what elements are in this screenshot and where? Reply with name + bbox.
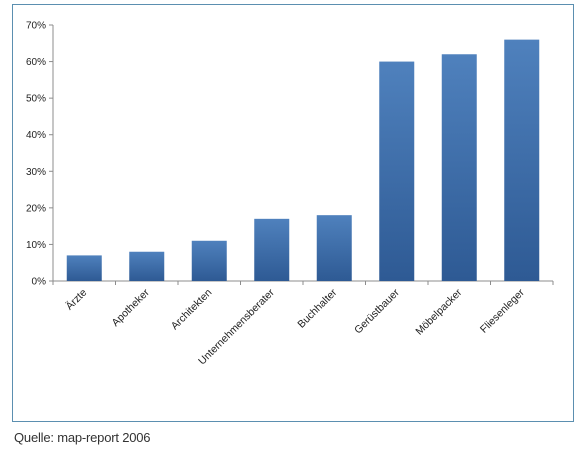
x-tick-label: Gerüstbauer	[352, 286, 402, 336]
y-tick-label: 50%	[26, 94, 46, 105]
x-tick-label: Architekten	[169, 287, 215, 333]
x-tick-label: Fliesenleger	[478, 286, 527, 335]
bar	[441, 54, 477, 281]
axes	[49, 24, 554, 285]
y-tick-label: 40%	[26, 130, 46, 141]
y-tick-label: 70%	[26, 21, 46, 32]
x-tick-label: Apotheker	[110, 286, 153, 329]
bar	[504, 39, 540, 281]
y-tick-label: 60%	[26, 57, 46, 68]
bar	[379, 61, 415, 282]
bar	[254, 218, 290, 281]
bars	[66, 39, 540, 282]
y-tick-label: 20%	[26, 203, 46, 214]
bar	[316, 215, 352, 281]
y-tick-label: 0%	[32, 277, 47, 288]
y-tick-label: 30%	[26, 167, 46, 178]
bar	[129, 251, 165, 281]
x-tick-label: Möbelpacker	[413, 286, 464, 337]
x-tick-label: Buchhalter	[295, 286, 339, 330]
y-tick-label: 10%	[26, 240, 46, 251]
bar	[191, 240, 227, 281]
source-note: Quelle: map-report 2006	[14, 430, 151, 445]
x-tick-label: Ärzte	[64, 287, 90, 313]
bar	[66, 255, 102, 281]
chart-frame: 0% 10% 20% 30% 40% 50% 60% 70% Ärzte Apotheker Arc…	[12, 4, 574, 422]
bar-chart: 0% 10% 20% 30% 40% 50% 60% 70% Ärzte Apotheker Arc…	[26, 21, 554, 367]
